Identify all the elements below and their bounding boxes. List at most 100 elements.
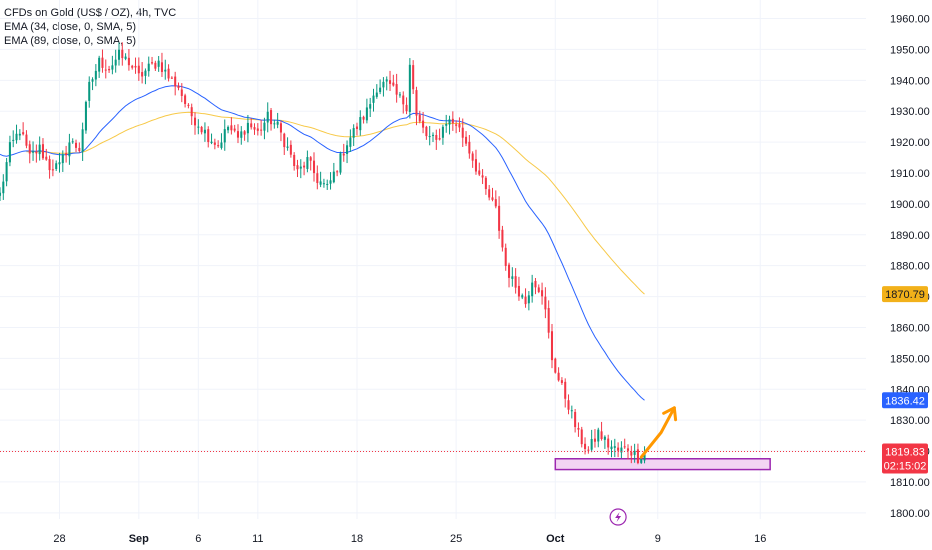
price-tick-label: 1850.00 — [890, 353, 930, 365]
candles — [0, 42, 646, 465]
candle-body — [131, 65, 134, 68]
candle-body — [246, 122, 249, 134]
candle-body — [38, 144, 41, 155]
candle-body — [564, 381, 567, 399]
candle-body — [316, 173, 319, 184]
candle-body — [435, 135, 438, 140]
candle-body — [524, 296, 527, 305]
candle-body — [623, 446, 626, 448]
candle-body — [141, 72, 144, 77]
candle-body — [640, 458, 643, 463]
candle-body — [481, 175, 484, 178]
candle-body — [84, 101, 87, 131]
candle-body — [154, 62, 157, 69]
candle-body — [392, 82, 395, 86]
candle-body — [593, 438, 596, 442]
candle-body — [289, 144, 292, 155]
candle-body — [365, 107, 368, 121]
candle-body — [362, 116, 365, 120]
candle-body — [127, 57, 130, 66]
candle-body — [276, 121, 279, 125]
chart-legend: CFDs on Gold (US$ / OZ), 4h, TVC EMA (34… — [4, 6, 176, 48]
candle-body — [514, 276, 517, 288]
candle-body — [71, 141, 74, 143]
candle-body — [32, 151, 35, 153]
candle-body — [263, 122, 266, 131]
time-tick-label: Oct — [546, 533, 565, 545]
candle-body — [190, 107, 193, 117]
candle-body — [445, 124, 448, 126]
candle-body — [431, 134, 435, 136]
forecast-arrow-head — [662, 406, 678, 422]
candle-body — [511, 276, 514, 279]
candle-body — [279, 123, 282, 133]
time-axis[interactable]: 28 Sep 6 11 18 25 Oct 9 16 — [53, 533, 766, 545]
candle-body — [557, 372, 560, 381]
price-tick-label: 1960.00 — [890, 14, 930, 26]
candle-body — [580, 429, 583, 445]
candle-body — [227, 126, 230, 131]
candle-body — [157, 60, 160, 67]
candle-body — [570, 410, 573, 412]
candle-body — [0, 192, 2, 196]
candle-body — [474, 159, 477, 172]
candle-body — [51, 169, 54, 171]
price-tick-label: 1890.00 — [890, 230, 930, 242]
candle-body — [101, 57, 104, 68]
candle-body — [389, 80, 392, 84]
candle-body — [468, 141, 471, 154]
candle-body — [200, 126, 203, 133]
candle-body — [2, 181, 5, 194]
candle-body — [74, 142, 78, 148]
price-tick-label: 1830.00 — [890, 415, 930, 427]
candle-body — [560, 380, 563, 383]
candle-body — [167, 68, 170, 79]
candle-body — [617, 447, 620, 451]
candle-body — [491, 197, 494, 200]
candle-body — [501, 229, 504, 248]
candle-body — [600, 431, 603, 440]
candle-body — [630, 451, 633, 456]
ema34-price-tag-label: 1836.42 — [885, 395, 925, 407]
candle-body — [283, 133, 286, 148]
candle-body — [626, 448, 630, 451]
candle-body — [498, 205, 501, 231]
candle-body — [355, 126, 359, 130]
candle-body — [286, 146, 289, 148]
candle-body — [346, 145, 349, 155]
candle-body — [488, 189, 491, 198]
candle-body — [58, 162, 61, 165]
candle-body — [164, 69, 167, 72]
time-tick-label: 11 — [252, 533, 263, 545]
candle-body — [147, 63, 150, 72]
candle-body — [534, 280, 537, 288]
candle-body — [8, 142, 11, 163]
candle-body — [349, 137, 352, 147]
flash-event-icon[interactable] — [609, 508, 627, 526]
candle-body — [603, 436, 606, 440]
candle-body — [220, 142, 223, 148]
ema89-price-tag-label: 1870.79 — [885, 289, 925, 301]
candle-body — [471, 153, 474, 161]
candle-body — [22, 132, 25, 135]
candle-body — [293, 154, 296, 167]
forecast-arrow-path — [639, 406, 676, 459]
candle-body — [332, 171, 335, 183]
candle-body — [425, 126, 428, 137]
ema34-legend-entry[interactable]: EMA (34, close, 0, SMA, 5) — [4, 21, 137, 33]
candle-body — [124, 56, 127, 59]
candle-body — [213, 142, 216, 145]
candle-body — [402, 95, 405, 105]
candle-body — [193, 117, 197, 126]
ema89-legend-entry[interactable]: EMA (89, close, 0, SMA, 5) — [4, 35, 137, 47]
price-tick-label: 1800.00 — [890, 508, 930, 520]
candle-body — [48, 159, 51, 171]
candle-body — [613, 446, 616, 448]
candle-body — [312, 160, 316, 174]
candle-body — [441, 126, 444, 138]
candle-body — [643, 451, 646, 461]
candle-body — [18, 133, 21, 136]
candle-body — [91, 79, 94, 82]
candle-body — [567, 400, 570, 410]
